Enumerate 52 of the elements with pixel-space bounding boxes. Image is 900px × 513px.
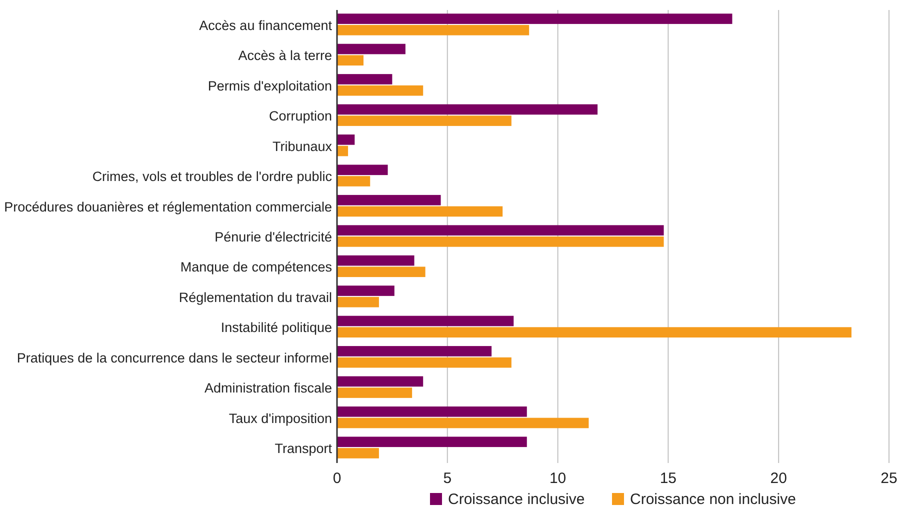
x-tick-label: 0 <box>332 470 342 487</box>
bar <box>337 296 379 308</box>
y-tick-label: Instabilité politique <box>220 320 332 336</box>
bar <box>337 206 503 217</box>
y-tick-label: Taux d'imposition <box>228 410 332 426</box>
bar <box>337 194 441 206</box>
bar <box>337 176 370 186</box>
y-tick-label: Permis d'exploitation <box>208 78 332 94</box>
legend-label: Croissance non inclusive <box>630 491 796 508</box>
y-tick-label: Réglementation du travail <box>178 290 332 305</box>
bar <box>337 255 414 266</box>
y-tick-label: Administration fiscale <box>204 380 332 396</box>
bar <box>337 164 388 176</box>
bar <box>337 286 394 296</box>
bar <box>337 55 364 66</box>
y-tick-label: Transport <box>274 441 332 456</box>
x-tick-label: 15 <box>660 470 677 487</box>
y-tick-label: Tribunaux <box>272 138 332 154</box>
bar <box>337 406 527 417</box>
y-tick-label: Manque de compétences <box>180 260 332 275</box>
bar <box>337 357 512 368</box>
legend-label: Croissance inclusive <box>448 491 585 508</box>
bar <box>337 266 426 278</box>
x-tick-label: 10 <box>549 470 566 487</box>
x-tick-label: 25 <box>880 470 898 487</box>
bar <box>337 436 527 448</box>
y-tick-label: Corruption <box>268 108 332 124</box>
y-tick-label: Crimes, vols et troubles de l'ordre public <box>92 169 332 184</box>
bar <box>337 448 379 458</box>
y-tick-label: Accès à la terre <box>238 48 332 64</box>
y-tick-label: Pénurie d'électricité <box>214 230 332 244</box>
bar <box>337 44 406 54</box>
bar <box>337 134 355 145</box>
bar <box>337 388 412 398</box>
y-tick-label: Procédures douanières et réglementation commerciale <box>4 199 332 214</box>
x-tick-label: 5 <box>443 470 452 487</box>
bar <box>337 24 530 36</box>
bar <box>337 418 589 428</box>
bar <box>337 316 514 326</box>
bar <box>337 346 492 356</box>
y-tick-label: Pratiques de la concurrence dans le secteur informel <box>16 350 332 366</box>
bar <box>337 104 598 115</box>
bar <box>337 74 392 84</box>
bar <box>337 327 852 338</box>
bar <box>337 116 512 126</box>
bar <box>337 85 424 96</box>
x-tick-label: 20 <box>770 470 787 487</box>
bar <box>337 225 664 236</box>
y-tick-label: Accès au financement <box>199 18 332 33</box>
bar <box>337 376 424 387</box>
bar <box>337 14 732 24</box>
bar <box>337 236 664 247</box>
